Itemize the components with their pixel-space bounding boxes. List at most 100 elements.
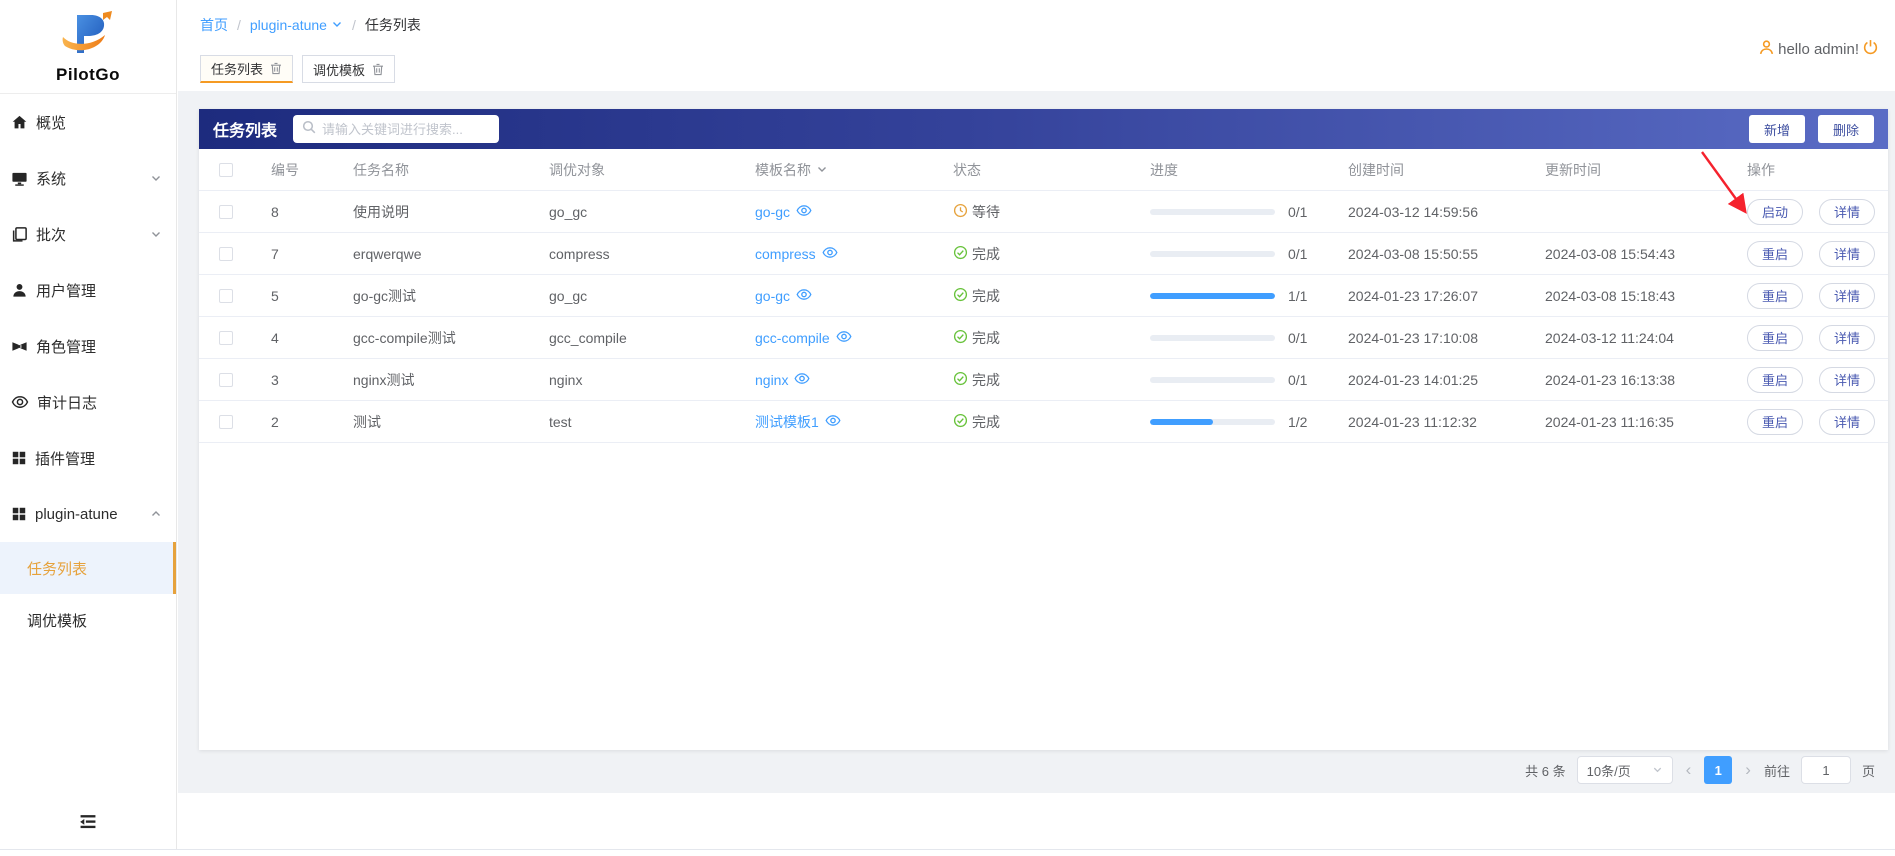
check-circle-icon — [953, 245, 968, 263]
table-header-row: 编号 任务名称 调优对象 模板名称 状态 进度 创建时间 更新时间 操作 — [199, 149, 1888, 191]
breadcrumb-item-2: 任务列表 — [365, 15, 421, 35]
progress-bar — [1150, 208, 1275, 215]
progress-text: 0/1 — [1288, 371, 1308, 388]
restart-button[interactable]: 重启 — [1747, 366, 1804, 393]
cell-actions: 启动 详情 — [1747, 198, 1888, 225]
search-input[interactable] — [322, 121, 499, 137]
template-link[interactable]: nginx — [755, 372, 810, 388]
restart-button[interactable]: 重启 — [1747, 240, 1804, 267]
template-link[interactable]: compress — [755, 246, 838, 262]
monitor-icon — [11, 170, 28, 187]
sidebar-item-label: 概览 — [36, 114, 67, 132]
cell-progress: 0/1 — [1150, 330, 1348, 346]
eye-icon[interactable] — [822, 246, 838, 262]
cell-progress: 0/1 — [1150, 246, 1348, 262]
cell-tuning-target: gcc_compile — [549, 329, 627, 346]
eye-icon[interactable] — [796, 204, 812, 220]
sidebar-item-overview[interactable]: 概览 — [0, 94, 176, 150]
row-checkbox[interactable] — [219, 246, 233, 261]
eye-icon[interactable] — [836, 330, 852, 346]
select-all-checkbox[interactable] — [219, 162, 233, 177]
eye-icon[interactable] — [794, 372, 810, 388]
sidebar-item-plugin-atune[interactable]: plugin-atune — [0, 486, 176, 542]
sidebar-item-roles[interactable]: 角色管理 — [0, 318, 176, 374]
start-button[interactable]: 启动 — [1747, 198, 1804, 225]
cell-tuning-target: go_gc — [549, 203, 588, 220]
goto-page-input[interactable] — [1800, 756, 1851, 784]
trash-icon[interactable] — [270, 62, 282, 75]
breadcrumb-label: plugin-atune — [249, 17, 327, 33]
status-label: 完成 — [972, 245, 1000, 262]
cell-task-name: gcc-compile测试 — [353, 329, 456, 346]
restart-button[interactable]: 重启 — [1747, 282, 1804, 309]
tab-tuning-template[interactable]: 调优模板 — [302, 55, 396, 83]
cell-actions: 重启 详情 — [1747, 366, 1888, 393]
cell-created-time: 2024-01-23 17:10:08 — [1348, 329, 1478, 346]
tab-task-list[interactable]: 任务列表 — [200, 55, 294, 83]
header-actions: 新增 删除 — [1748, 115, 1874, 143]
sidebar-collapse-button[interactable] — [0, 813, 176, 835]
progress-text: 0/1 — [1288, 329, 1308, 346]
caret-down-blue-icon — [331, 17, 343, 33]
restart-button[interactable]: 重启 — [1747, 408, 1804, 435]
detail-button[interactable]: 详情 — [1819, 198, 1876, 225]
check-circle-icon — [953, 329, 968, 347]
next-page-button[interactable]: › — [1745, 760, 1751, 779]
row-checkbox[interactable] — [219, 288, 233, 303]
sidebar-item-batch[interactable]: 批次 — [0, 206, 176, 262]
chevron-down-icon — [1652, 763, 1663, 778]
sidebar-item-users[interactable]: 用户管理 — [0, 262, 176, 318]
batch-icon — [11, 226, 28, 243]
task-list-card: 任务列表 新增 删除 编号任务名称调优对象模板名称状态进度创建时间更新时间操作 … — [199, 109, 1888, 750]
cell-progress: 0/1 — [1150, 204, 1348, 220]
add-button[interactable]: 新增 — [1748, 115, 1805, 143]
restart-button[interactable]: 重启 — [1747, 324, 1804, 351]
template-link[interactable]: go-gc — [755, 288, 812, 304]
trash-icon[interactable] — [372, 63, 384, 76]
breadcrumb: 首页 / plugin-atune / 任务列表 — [200, 15, 421, 35]
progress-text: 0/1 — [1288, 245, 1308, 262]
cell-id: 2 — [271, 413, 279, 430]
detail-button[interactable]: 详情 — [1819, 366, 1876, 393]
status-badge: 完成 — [953, 244, 1000, 264]
detail-button[interactable]: 详情 — [1819, 324, 1876, 351]
sidebar-item-plugins[interactable]: 插件管理 — [0, 430, 176, 486]
breadcrumb-item-0[interactable]: 首页 — [200, 15, 228, 35]
column-header-5: 进度 — [1150, 160, 1348, 180]
breadcrumb-item-1[interactable]: plugin-atune — [250, 17, 343, 33]
delete-button[interactable]: 删除 — [1817, 115, 1874, 143]
eye-icon[interactable] — [796, 288, 812, 304]
power-icon[interactable] — [1862, 39, 1879, 60]
page-size-select[interactable]: 10条/页 — [1576, 756, 1673, 784]
breadcrumb-separator: / — [237, 17, 241, 33]
detail-button[interactable]: 详情 — [1819, 408, 1876, 435]
sidebar-item-audit-log[interactable]: 审计日志 — [0, 374, 176, 430]
template-link[interactable]: gcc-compile — [755, 330, 852, 346]
status-badge: 完成 — [953, 412, 1000, 432]
check-circle-icon — [953, 287, 968, 305]
row-checkbox[interactable] — [219, 330, 233, 345]
topbar: 首页 / plugin-atune / 任务列表 hello admin! 任务列表 调优… — [178, 0, 1895, 91]
row-checkbox[interactable] — [219, 414, 233, 429]
eye-icon[interactable] — [825, 414, 841, 430]
cell-updated-time: 2024-01-23 16:13:38 — [1545, 371, 1675, 388]
row-checkbox[interactable] — [219, 372, 233, 387]
cell-tuning-target: nginx — [549, 371, 583, 388]
sidebar-menu: 概览系统 批次 用户管理 角色管理 审计日志 插件管理 plugin-atune 任务列表调优… — [0, 94, 176, 646]
sidebar-item-system[interactable]: 系统 — [0, 150, 176, 206]
template-link-label: go-gc — [755, 203, 791, 220]
prev-page-button[interactable]: ‹ — [1685, 760, 1692, 779]
person-icon — [1758, 39, 1775, 60]
sidebar-subitem-tuning-template[interactable]: 调优模板 — [27, 612, 88, 630]
cell-template: gcc-compile — [755, 330, 953, 346]
detail-button[interactable]: 详情 — [1819, 282, 1876, 309]
template-link[interactable]: 测试模板1 — [755, 412, 841, 432]
cell-tuning-target: test — [549, 413, 572, 430]
page-number-1[interactable]: 1 — [1704, 756, 1733, 784]
row-checkbox[interactable] — [219, 204, 233, 219]
detail-button[interactable]: 详情 — [1819, 240, 1876, 267]
sidebar-subitem-task-list[interactable]: 任务列表 — [0, 542, 176, 594]
goto-label: 前往 — [1763, 763, 1790, 779]
template-link[interactable]: go-gc — [755, 204, 812, 220]
user-area: hello admin! — [1758, 39, 1879, 60]
